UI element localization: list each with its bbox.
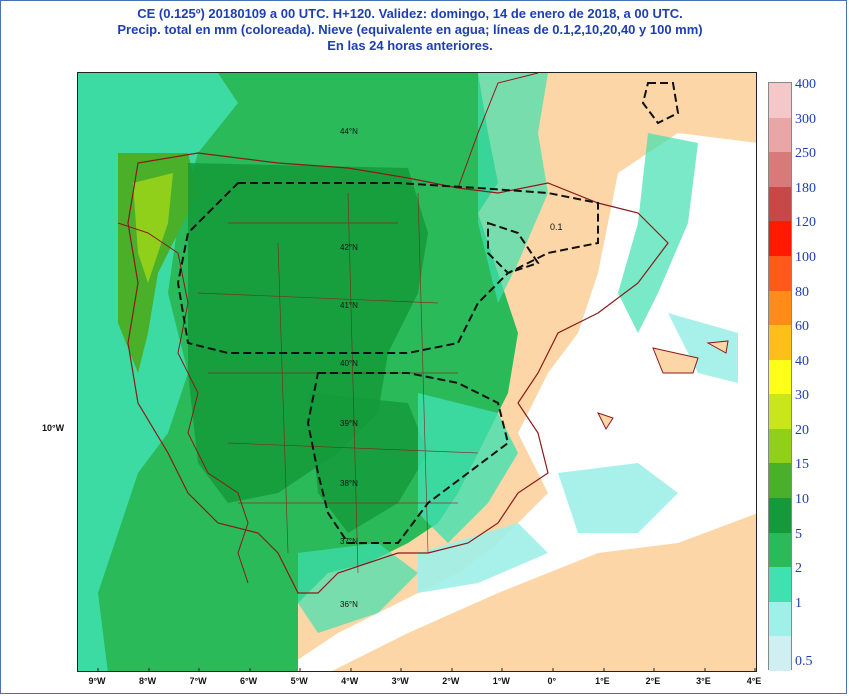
legend-label-2: 250 [795, 146, 816, 162]
legend-swatch-11 [769, 463, 791, 499]
map-svg [78, 73, 756, 671]
map-lat-label-40: 40°N [340, 359, 358, 368]
map-lat-label-37: 37°N [340, 537, 358, 546]
map-lat-label-44: 44°N [340, 127, 358, 136]
map-lat-label-36: 36°N [340, 600, 358, 609]
map-lat-label-39: 39°N [340, 419, 358, 428]
legend-label-7: 60 [795, 319, 809, 335]
legend-label-1: 300 [795, 111, 816, 127]
legend-swatch-5 [769, 255, 791, 292]
lon-label-12: 3°E [696, 676, 711, 686]
legend-label-6: 80 [795, 284, 809, 300]
lon-label-7: 2°W [442, 676, 460, 686]
legend-label-5: 100 [795, 249, 816, 265]
legend-swatch-13 [769, 532, 791, 568]
map-lat-label-38: 38°N [340, 479, 358, 488]
legend-swatch-1 [769, 117, 791, 153]
lon-label-8: 1°W [492, 676, 510, 686]
legend-label-15: 1 [795, 595, 802, 611]
legend-swatch-7 [769, 325, 791, 361]
legend-label-3: 180 [795, 180, 816, 196]
lon-label-11: 2°E [645, 676, 661, 686]
lon-label-4: 5°W [290, 676, 308, 686]
map-lat-label-42: 42°N [340, 243, 358, 252]
color-legend [768, 82, 792, 672]
title-line-3: En las 24 horas anteriores. [327, 38, 493, 53]
lon-label-10: 1°E [595, 676, 610, 686]
lon-label-9: 0° [547, 676, 557, 686]
legend-swatch-0 [769, 83, 791, 119]
legend-swatch-9 [769, 394, 791, 430]
lon-label-5: 4°W [341, 676, 359, 686]
legend-swatch-6 [769, 290, 791, 326]
lon-label-0: 9°W [88, 676, 106, 686]
legend-swatch-4 [769, 221, 791, 257]
legend-swatch-16 [769, 636, 791, 672]
snow-contour-label: 0.1 [550, 222, 563, 232]
legend-label-16: 0.5 [795, 654, 813, 669]
title-line-2: Precip. total en mm (coloreada). Nieve (… [117, 22, 703, 37]
legend-label-12: 10 [795, 492, 809, 508]
legend-swatch-3 [769, 186, 791, 222]
legend-label-4: 120 [795, 215, 816, 231]
legend-label-14: 2 [795, 561, 802, 577]
lon-label-2: 7°W [189, 676, 207, 686]
legend-swatch-10 [769, 428, 791, 464]
lon-label-13: 4°E [746, 676, 762, 686]
lat-axis-label: 10°W [42, 423, 65, 433]
lon-label-3: 6°W [240, 676, 258, 686]
legend-label-11: 15 [795, 457, 809, 473]
map-lat-label-41: 41°N [340, 301, 358, 310]
legend-label-9: 30 [795, 388, 809, 404]
lon-label-6: 3°W [391, 676, 409, 686]
legend-label-13: 5 [795, 526, 802, 542]
lon-label-1: 8°W [138, 676, 157, 686]
legend-label-10: 20 [795, 422, 809, 438]
legend-swatch-15 [769, 601, 791, 637]
title-line-1: CE (0.125º) 20180109 a 00 UTC. H+120. Va… [137, 6, 683, 21]
legend-swatch-2 [769, 152, 791, 188]
legend-label-0: 400 [795, 77, 816, 92]
legend-label-8: 40 [795, 353, 809, 369]
legend-swatch-8 [769, 359, 791, 395]
legend-swatch-12 [769, 498, 791, 534]
legend-swatch-14 [769, 567, 791, 603]
precipitation-map: 44°N 42°N 41°N 40°N 39°N 38°N 37°N 36°N … [77, 72, 757, 672]
